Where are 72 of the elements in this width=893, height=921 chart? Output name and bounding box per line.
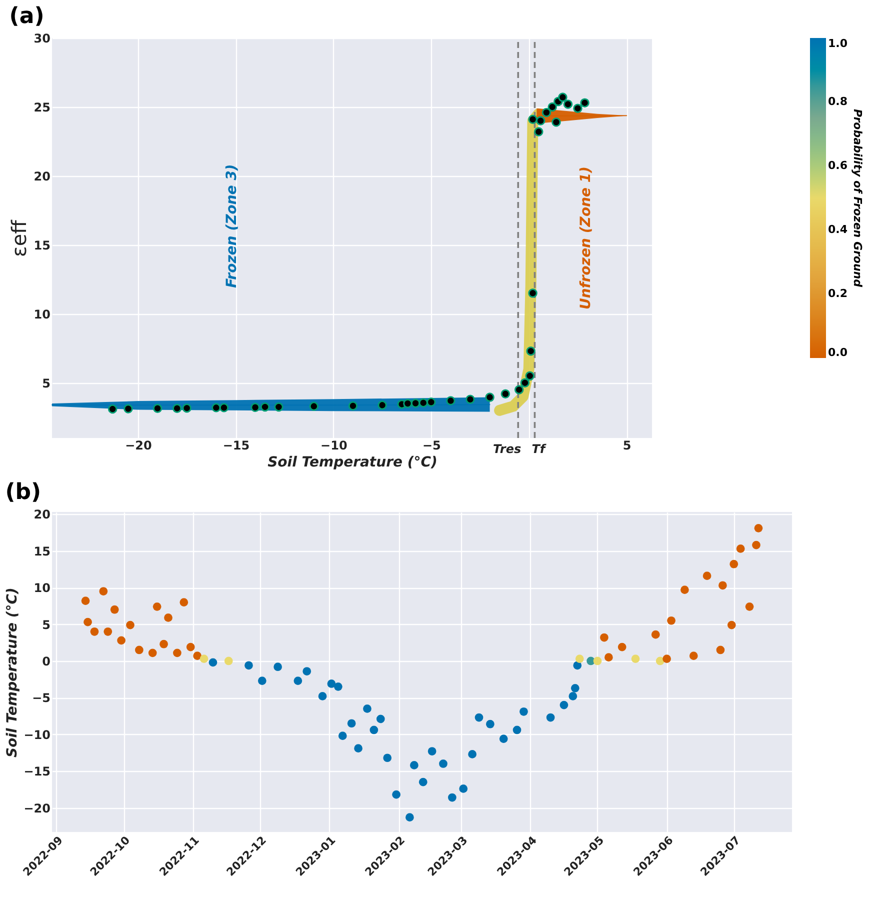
y-tick-label: −20 xyxy=(24,801,50,816)
y-axis-title: εeff xyxy=(6,218,31,257)
point xyxy=(124,404,133,414)
point xyxy=(528,288,538,298)
point xyxy=(534,127,544,136)
point xyxy=(580,98,590,108)
y-tick-label: 10 xyxy=(34,307,50,322)
chart-title: (b) xyxy=(5,480,42,506)
color-bar-label: 0.8 xyxy=(828,95,848,108)
point xyxy=(348,401,358,410)
annotation: Frozen (Zone 3) xyxy=(224,164,240,288)
y-tick-label: 5 xyxy=(42,618,50,632)
point xyxy=(563,100,573,109)
y-tick-label: 20 xyxy=(34,508,50,522)
y-tick-label: 25 xyxy=(34,100,50,114)
x-axis-title: Soil Temperature (°C) xyxy=(268,454,438,470)
point xyxy=(260,402,270,412)
point xyxy=(526,346,536,356)
ref-line-label: Tres xyxy=(493,442,522,456)
y-tick-label: −5 xyxy=(32,691,50,706)
x-tick-label: −5 xyxy=(422,438,441,452)
point xyxy=(525,371,534,381)
point xyxy=(542,108,552,118)
point xyxy=(309,402,319,411)
x-tick-label: −20 xyxy=(125,438,152,452)
point xyxy=(212,403,221,412)
point xyxy=(410,398,420,408)
x-tick-label: −15 xyxy=(222,438,250,452)
y-tick-label: 5 xyxy=(42,376,50,390)
point xyxy=(152,404,162,413)
point xyxy=(536,116,546,126)
point xyxy=(108,404,118,414)
y-tick-label: 20 xyxy=(34,169,50,184)
y-tick-label: 0 xyxy=(42,654,50,668)
color-bar-label: 0.6 xyxy=(828,159,848,172)
point xyxy=(446,396,456,406)
y-tick-label: 10 xyxy=(34,581,50,596)
point xyxy=(274,402,284,412)
point xyxy=(182,403,192,413)
point xyxy=(552,118,561,127)
y-tick-label: 15 xyxy=(34,544,50,558)
point xyxy=(514,385,524,394)
color-bar-label: 1.0 xyxy=(828,37,848,50)
color-bar-title: Probability of Frozen Ground xyxy=(851,109,864,288)
point xyxy=(500,389,510,398)
color-bar-label: 0.0 xyxy=(828,346,848,359)
point xyxy=(219,403,229,412)
point xyxy=(528,114,538,124)
y-tick-label: 15 xyxy=(34,238,50,252)
y-tick-label: 30 xyxy=(34,32,50,46)
point xyxy=(403,398,412,408)
point xyxy=(485,392,494,402)
annotation: Unfrozen (Zone 1) xyxy=(578,166,594,310)
ref-line-label: Tf xyxy=(532,442,547,456)
point xyxy=(520,378,530,388)
point xyxy=(378,400,387,410)
point xyxy=(558,92,568,102)
x-tick-label: −10 xyxy=(320,438,348,452)
point xyxy=(466,394,475,404)
chart-title: (a) xyxy=(9,4,44,29)
x-tick-label: 5 xyxy=(622,438,632,452)
color-bar-label: 0.2 xyxy=(828,287,848,300)
point xyxy=(172,404,182,413)
y-tick-label: −15 xyxy=(24,764,50,779)
point xyxy=(418,398,428,408)
point xyxy=(250,402,260,412)
point xyxy=(426,398,436,407)
point xyxy=(573,104,582,113)
y-axis-title: Soil Temperature (°C) xyxy=(4,588,21,758)
point xyxy=(548,102,557,112)
color-bar-label: 0.4 xyxy=(828,223,848,236)
y-tick-label: −10 xyxy=(24,728,50,742)
